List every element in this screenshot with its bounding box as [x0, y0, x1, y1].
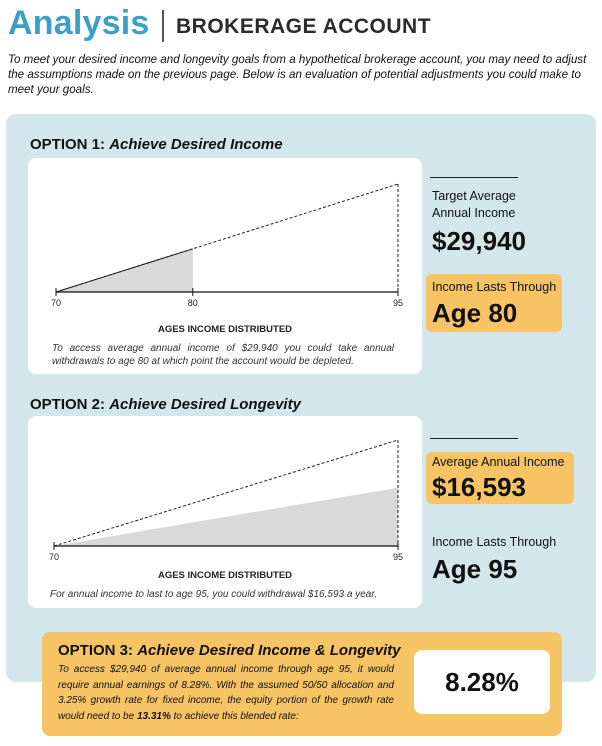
option2-avg-box: Average Annual Income $16,593 [426, 452, 574, 504]
option1-target-value: $29,940 [432, 226, 526, 256]
option2-filled-area [54, 487, 398, 546]
option3-body: To access $29,940 of average annual inco… [58, 662, 394, 724]
option2-lasts-label: Income Lasts Through [432, 535, 557, 549]
intro-text: To meet your desired income and longevit… [8, 53, 587, 96]
option2-axis-title: AGES INCOME DISTRIBUTED [157, 570, 293, 581]
option3-body-post: to achieve this blended rate: [170, 710, 299, 722]
option2-label: OPTION 2: [30, 396, 106, 413]
option2-avg-value: $16,593 [432, 472, 526, 502]
option1-chart: 70 80 95 [51, 183, 403, 308]
option1-heading: OPTION 1: Achieve Desired Income [30, 136, 283, 153]
option2-name: Achieve Desired Longevity [109, 396, 301, 413]
option2-chart: 70 95 [49, 439, 403, 562]
option3-box: OPTION 3: Achieve Desired Income & Longe… [42, 632, 562, 736]
option1-tick-label-1: 80 [188, 298, 198, 308]
options-panel: OPTION 1: Achieve Desired Income 70 80 95 … [6, 114, 596, 682]
option1-lasts-value: Age 80 [432, 298, 518, 328]
option1-note: To access average annual income of $29,9… [52, 343, 394, 367]
option3-rate: 8.28% [414, 650, 550, 714]
page-title: Analysis [8, 4, 150, 42]
option3-heading: OPTION 3: Achieve Desired Income & Longe… [58, 642, 401, 659]
option1-axis-title: AGES INCOME DISTRIBUTED [157, 324, 293, 335]
option1-lasts-label: Income Lasts Through [432, 280, 557, 294]
option2-note: For annual income to last to age 95, you… [50, 589, 378, 600]
option2-tick-label-0: 70 [49, 552, 59, 562]
option1-lasts-box: Income Lasts Through Age 80 [426, 274, 562, 332]
option2-chart-card: 70 95 AGES INCOME DISTRIBUTED For annual … [28, 416, 422, 608]
option1-rule [430, 177, 518, 178]
option2-lasts-value: Age 95 [432, 554, 518, 584]
option1-tick-label-0: 70 [51, 298, 61, 308]
title-divider [162, 10, 164, 42]
option2-tick-label-1: 95 [393, 552, 403, 562]
option3-body-bold: 13.31% [136, 710, 171, 722]
option2-heading: OPTION 2: Achieve Desired Longevity [30, 396, 301, 413]
option2-rule [430, 438, 518, 439]
option2-avg-label: Average Annual Income [432, 455, 565, 469]
option3-body-pre: To access $29,940 of average annual inco… [58, 664, 394, 722]
page-subtitle: BROKERAGE ACCOUNT [176, 15, 432, 38]
option3-label: OPTION 3: [58, 642, 134, 659]
option3-name: Achieve Desired Income & Longevity [137, 642, 401, 659]
option1-filled-edge [55, 248, 193, 293]
option1-label: OPTION 1: [30, 136, 106, 153]
option1-target-label: Target Average Annual Income [432, 189, 516, 220]
option1-tick-label-2: 95 [393, 298, 403, 308]
option1-name: Achieve Desired Income [109, 136, 283, 153]
option1-chart-card: 70 80 95 AGES INCOME DISTRIBUTED To access… [28, 158, 422, 374]
